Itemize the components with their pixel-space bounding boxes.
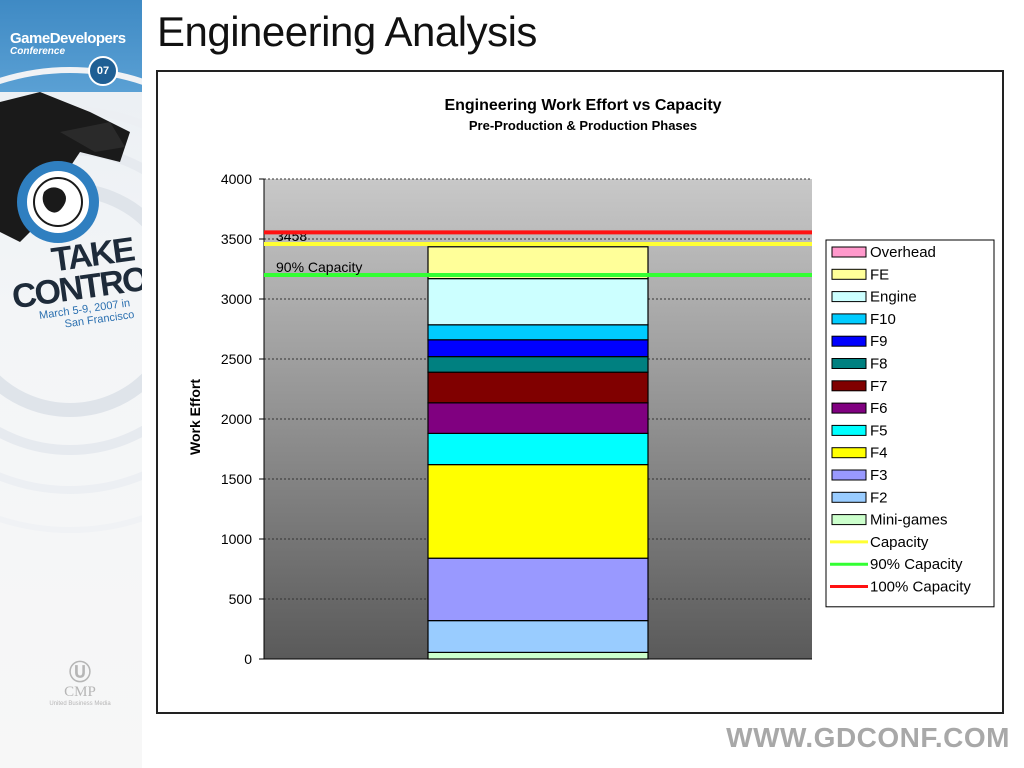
footer-url: WWW.GDCONF.COM [726,722,1010,753]
legend-label-f10: F10 [870,311,896,328]
legend-swatch-f8 [831,358,867,369]
gdc-logo-subtitle: Conference [10,46,66,57]
bar-segment-f9 [427,339,649,358]
cmp-logo: Ⓤ CMP United Business Media [40,662,120,708]
y-tick-label: 2000 [221,411,252,427]
legend-label-f3: F3 [870,467,888,484]
legend-label-f7: F7 [870,378,888,395]
line-label-90-capacity: 90% Capacity [276,259,362,275]
y-tick-labels: 0 500 1000 1500 2000 2500 3000 3500 4000 [221,171,812,667]
cmp-subtitle: United Business Media [49,701,111,707]
y-axis-label: Work Effort [187,379,203,455]
chart-subtitle: Pre-Production & Production Phases [469,118,697,133]
gdc-logo-title: GameDevelopers [10,30,126,47]
y-tick-label: 2500 [221,351,252,367]
legend-label-f2: F2 [870,489,888,506]
gdc-logo-year: 07 [88,56,118,86]
bar-segment-engine [427,278,649,326]
legend-label-overhead: Overhead [870,244,936,261]
legend-swatch-f10 [831,313,867,325]
y-tick-label: 3000 [221,291,252,307]
legend-label-fe: FE [870,266,889,283]
y-tick-label: 1500 [221,471,252,487]
legend-swatch-overhead [831,246,867,258]
conference-sidebar: GameDevelopers Conference 07 TAKE CONTRO… [0,0,142,768]
legend-label-f5: F5 [870,422,888,439]
legend-label-100-capacity: 100% Capacity [870,579,971,596]
legend-label-mini-games: Mini-games [870,512,948,529]
bar-segment-f7 [427,371,649,404]
bar-segment-f4 [427,464,649,559]
chart-frame: Engineering Work Effort vs Capacity Pre-… [156,70,1004,714]
stacked-bar-chart: Engineering Work Effort vs Capacity Pre-… [187,97,995,667]
legend-swatch-f7 [831,380,867,392]
legend-swatch-f3 [831,469,867,481]
bar-segment-f10 [427,324,649,341]
legend-label-90-capacity: 90% Capacity [870,556,963,573]
legend-label-engine: Engine [870,289,917,306]
legend-swatch-f2 [831,491,867,503]
bar-segment-mini-games [427,651,649,660]
legend-swatch-engine [831,291,867,303]
y-tick-label: 3500 [221,231,252,247]
hand-holding-globe-icon [0,92,130,243]
bar-segment-f8 [427,356,649,373]
legend-swatch-fe [831,268,867,280]
cmp-name: CMP [64,684,96,700]
legend: Overhead FE Engine F10 F9 F8 F7 F6 F5 F4 F3 F2 Mini-… [825,239,995,608]
y-tick-label: 4000 [221,171,252,187]
stacked-bar [427,246,649,660]
cmp-mark-icon: Ⓤ [68,660,91,685]
legend-swatch-f5 [831,424,867,436]
legend-label-f4: F4 [870,445,888,462]
y-tick-label: 500 [229,591,253,607]
bar-segment-f6 [427,402,649,434]
legend-swatch-f6 [831,402,867,414]
chart-title: Engineering Work Effort vs Capacity [444,97,721,114]
legend-swatch-f9 [831,335,867,347]
legend-label-f8: F8 [870,356,888,373]
legend-swatch-f4 [831,447,867,459]
legend-label-f9: F9 [870,333,888,350]
bar-segment-f2 [427,619,649,653]
legend-swatch-mini-games [831,514,867,526]
legend-label-capacity: Capacity [870,534,929,551]
y-tick-label: 1000 [221,531,252,547]
legend-label-f6: F6 [870,400,888,417]
take-control-tagline: TAKE CONTROL March 5-9, 2007 in San Fran… [6,230,142,337]
y-tick-label: 0 [244,651,252,667]
gdc-logo: GameDevelopers Conference 07 [10,30,134,86]
bar-segment-f5 [427,432,649,466]
slide-title: Engineering Analysis [157,8,537,55]
bar-segment-f3 [427,557,649,622]
